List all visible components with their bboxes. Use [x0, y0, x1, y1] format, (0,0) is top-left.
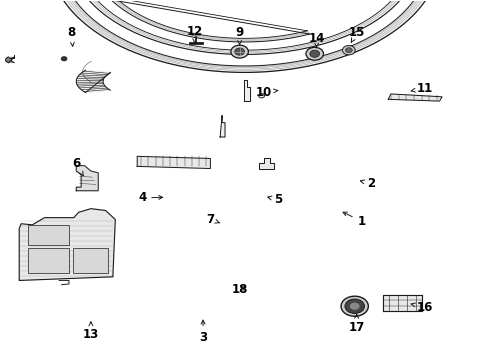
Polygon shape — [27, 225, 69, 245]
Text: 2: 2 — [360, 177, 375, 190]
Text: 13: 13 — [82, 322, 99, 341]
Polygon shape — [19, 209, 115, 280]
Circle shape — [344, 299, 364, 314]
Polygon shape — [76, 70, 110, 93]
Text: 6: 6 — [72, 157, 83, 176]
Circle shape — [342, 45, 354, 55]
Circle shape — [345, 48, 351, 53]
Polygon shape — [259, 158, 273, 169]
Text: 7: 7 — [206, 213, 220, 226]
Circle shape — [305, 47, 323, 60]
Text: 16: 16 — [410, 301, 432, 314]
Circle shape — [234, 48, 244, 55]
Text: 17: 17 — [348, 314, 364, 333]
Text: 8: 8 — [67, 27, 75, 46]
Polygon shape — [387, 94, 441, 101]
Text: 18: 18 — [231, 283, 247, 296]
Polygon shape — [76, 166, 98, 191]
Polygon shape — [244, 80, 250, 101]
Text: 10: 10 — [255, 86, 277, 99]
Text: 1: 1 — [343, 212, 365, 228]
Polygon shape — [137, 156, 210, 168]
Circle shape — [309, 50, 319, 57]
Circle shape — [61, 57, 67, 61]
Polygon shape — [73, 248, 108, 273]
Text: 14: 14 — [308, 32, 324, 48]
Text: 15: 15 — [348, 27, 364, 42]
Polygon shape — [383, 295, 421, 311]
Polygon shape — [81, 0, 407, 54]
Polygon shape — [56, 0, 432, 72]
Polygon shape — [191, 33, 199, 36]
Text: 11: 11 — [410, 82, 432, 95]
Circle shape — [230, 45, 248, 58]
Polygon shape — [220, 116, 224, 137]
Text: 3: 3 — [199, 320, 207, 344]
Circle shape — [349, 303, 359, 310]
Polygon shape — [27, 248, 69, 273]
Circle shape — [340, 296, 367, 316]
Text: 4: 4 — [138, 192, 163, 204]
Polygon shape — [5, 57, 14, 63]
Polygon shape — [111, 0, 309, 42]
Text: 12: 12 — [186, 25, 203, 43]
Text: 9: 9 — [235, 27, 243, 45]
Text: 5: 5 — [267, 193, 282, 206]
